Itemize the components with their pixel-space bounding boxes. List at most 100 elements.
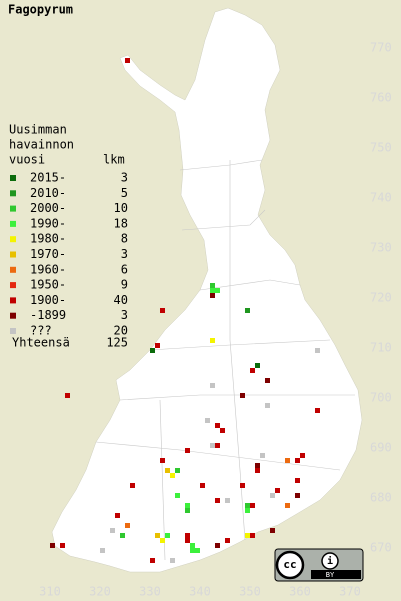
occurrence-square	[190, 543, 195, 548]
legend-count: 6	[121, 262, 128, 276]
occurrence-square	[220, 428, 225, 433]
legend-header: Uusimman	[9, 123, 67, 137]
occurrence-square	[115, 513, 120, 518]
legend-count-header: lkm	[103, 153, 125, 167]
by-icon: i	[327, 555, 333, 567]
y-tick-label: 760	[370, 91, 392, 105]
occurrence-square	[190, 548, 195, 553]
y-tick-label: 770	[370, 41, 392, 55]
legend-label: 2010-	[30, 186, 66, 200]
occurrence-square	[225, 498, 230, 503]
legend-swatch	[10, 205, 16, 212]
occurrence-square	[195, 548, 200, 553]
occurrence-square	[150, 558, 155, 563]
occurrence-square	[205, 418, 210, 423]
legend-label: -1899	[30, 308, 66, 322]
occurrence-square	[155, 343, 160, 348]
legend-swatch	[10, 236, 16, 243]
occurrence-square	[150, 348, 155, 353]
legend-count: 18	[114, 216, 128, 230]
occurrence-square	[50, 543, 55, 548]
x-tick-label: 360	[289, 585, 311, 599]
legend-count: 3	[121, 308, 128, 322]
y-tick-label: 700	[370, 391, 392, 405]
by-label: BY	[326, 571, 335, 579]
y-tick-label: 730	[370, 241, 392, 255]
legend-swatch	[10, 282, 16, 289]
occurrence-square	[215, 423, 220, 428]
occurrence-square	[125, 523, 130, 528]
occurrence-square	[285, 458, 290, 463]
occurrence-square	[265, 403, 270, 408]
occurrence-square	[210, 288, 215, 293]
occurrence-square	[110, 528, 115, 533]
occurrence-square	[185, 538, 190, 543]
occurrence-square	[245, 533, 250, 538]
occurrence-square	[245, 308, 250, 313]
legend-total: 125	[106, 336, 128, 350]
occurrence-square	[160, 458, 165, 463]
legend-count: 5	[121, 186, 128, 200]
legend-label: 2000-	[30, 201, 66, 215]
occurrence-square	[285, 503, 290, 508]
occurrence-square	[315, 348, 320, 353]
x-tick-label: 350	[239, 585, 261, 599]
occurrence-square	[185, 503, 190, 508]
occurrence-square	[265, 378, 270, 383]
occurrence-square	[130, 483, 135, 488]
legend-label: 1970-	[30, 247, 66, 261]
occurrence-square	[160, 538, 165, 543]
occurrence-square	[165, 468, 170, 473]
legend-count: 9	[121, 278, 128, 292]
legend-swatch	[10, 328, 16, 334]
occurrence-square	[170, 558, 175, 563]
occurrence-square	[185, 448, 190, 453]
x-tick-label: 310	[39, 585, 61, 599]
legend-swatch	[10, 190, 16, 197]
x-tick-label: 320	[89, 585, 111, 599]
occurrence-square	[60, 543, 65, 548]
occurrence-square	[245, 503, 250, 508]
y-tick-label: 720	[370, 291, 392, 305]
finland-outline	[51, 7, 363, 573]
y-tick-label: 740	[370, 191, 392, 205]
legend-label: 1950-	[30, 278, 66, 292]
occurrence-square	[175, 493, 180, 498]
occurrence-square	[175, 468, 180, 473]
legend-count: 8	[121, 232, 128, 246]
occurrence-square	[270, 528, 275, 533]
occurrence-square	[170, 473, 175, 478]
occurrence-square	[250, 503, 255, 508]
occurrence-square	[255, 468, 260, 473]
legend-swatch	[10, 312, 16, 319]
occurrence-square	[210, 338, 215, 343]
occurrence-square	[250, 368, 255, 373]
legend-count: 40	[114, 293, 128, 307]
legend-swatch	[10, 251, 16, 258]
occurrence-square	[240, 483, 245, 488]
occurrence-square	[215, 498, 220, 503]
occurrence-square	[210, 283, 215, 288]
occurrence-square	[210, 383, 215, 388]
occurrence-square	[275, 488, 280, 493]
legend-swatch	[10, 175, 16, 181]
occurrence-square	[245, 508, 250, 513]
legend-swatch	[10, 297, 16, 304]
occurrence-square	[125, 58, 130, 63]
occurrence-square	[295, 478, 300, 483]
occurrence-square	[210, 293, 215, 298]
legend-swatch	[10, 266, 16, 273]
license-badge: cc BY i	[274, 548, 364, 582]
occurrence-square	[295, 458, 300, 463]
occurrence-square	[65, 393, 70, 398]
legend-label: 1990-	[30, 216, 66, 230]
occurrence-square	[255, 363, 260, 368]
x-tick-label: 330	[139, 585, 161, 599]
legend-label: 1960-	[30, 262, 66, 276]
occurrence-square	[315, 408, 320, 413]
y-tick-label: 670	[370, 541, 392, 555]
occurrence-square	[215, 288, 220, 293]
occurrence-square	[295, 493, 300, 498]
